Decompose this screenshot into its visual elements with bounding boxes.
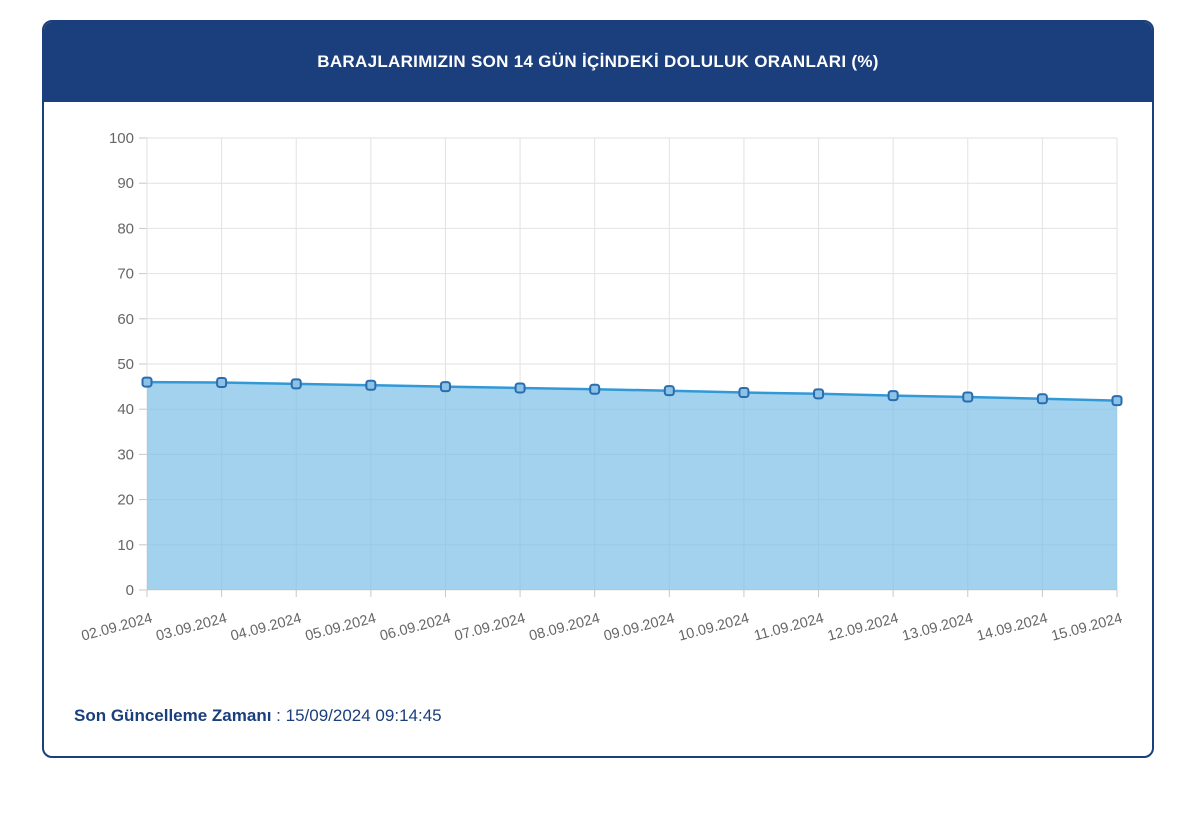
last-update: Son Güncelleme Zamanı : 15/09/2024 09:14… — [74, 706, 1152, 726]
x-axis-label: 12.09.2024 — [826, 610, 900, 644]
data-point-marker — [663, 385, 675, 397]
area-fill — [147, 382, 1117, 590]
chart-title: BARAJLARIMIZIN SON 14 GÜN İÇİNDEKİ DOLUL… — [317, 52, 879, 71]
y-axis-label: 30 — [117, 446, 134, 463]
data-point-marker — [216, 377, 228, 389]
x-axis-label: 04.09.2024 — [229, 610, 303, 644]
x-axis-label: 13.09.2024 — [901, 610, 975, 644]
y-axis-label: 100 — [109, 130, 134, 147]
data-point-marker — [141, 376, 153, 388]
y-axis-label: 50 — [117, 356, 134, 373]
x-axis-label: 14.09.2024 — [975, 610, 1049, 644]
chart-header: BARAJLARIMIZIN SON 14 GÜN İÇİNDEKİ DOLUL… — [44, 22, 1152, 102]
last-update-value: 15/09/2024 09:14:45 — [285, 706, 442, 725]
x-axis-label: 03.09.2024 — [154, 610, 228, 644]
data-point-marker — [962, 391, 974, 403]
y-axis-label: 90 — [117, 175, 134, 192]
data-point-marker — [813, 388, 825, 400]
y-axis-label: 10 — [117, 537, 134, 554]
data-point-marker — [290, 378, 302, 390]
last-update-label: Son Güncelleme Zamanı — [74, 706, 272, 725]
y-axis-label: 80 — [117, 220, 134, 237]
x-axis-label: 05.09.2024 — [304, 610, 378, 644]
x-axis-label: 06.09.2024 — [378, 610, 452, 644]
y-axis-label: 60 — [117, 311, 134, 328]
last-update-separator: : — [271, 706, 286, 725]
data-point-marker — [887, 390, 899, 402]
x-axis-label: 02.09.2024 — [80, 610, 154, 644]
series-line — [146, 380, 1118, 402]
x-axis-label: 10.09.2024 — [677, 610, 751, 644]
x-axis-label: 11.09.2024 — [752, 610, 825, 644]
x-axis-label: 07.09.2024 — [453, 610, 527, 644]
data-point-marker — [589, 383, 601, 395]
x-axis-label: 15.09.2024 — [1050, 610, 1124, 644]
data-point-marker — [1111, 395, 1123, 407]
x-axis-label: 08.09.2024 — [527, 610, 601, 644]
data-point-marker — [514, 382, 526, 394]
data-point-marker — [365, 379, 377, 391]
area-chart: 0 10 20 30 40 50 60 70 80 90 100 02.09.2024 03.09.20… — [44, 102, 1152, 662]
dam-occupancy-card: BARAJLARIMIZIN SON 14 GÜN İÇİNDEKİ DOLUL… — [42, 20, 1154, 758]
y-axis-label: 0 — [126, 582, 134, 599]
data-point-marker — [738, 386, 750, 398]
y-axis-label: 20 — [117, 492, 134, 509]
x-axis-label: 09.09.2024 — [602, 610, 676, 644]
data-point-marker — [1036, 393, 1048, 405]
data-point-marker — [439, 381, 451, 393]
area-chart-svg: 0 10 20 30 40 50 60 70 80 90 100 02.09.2024 03.09.20… — [80, 130, 1124, 645]
y-axis-label: 40 — [117, 401, 134, 418]
y-axis-label: 70 — [117, 266, 134, 283]
